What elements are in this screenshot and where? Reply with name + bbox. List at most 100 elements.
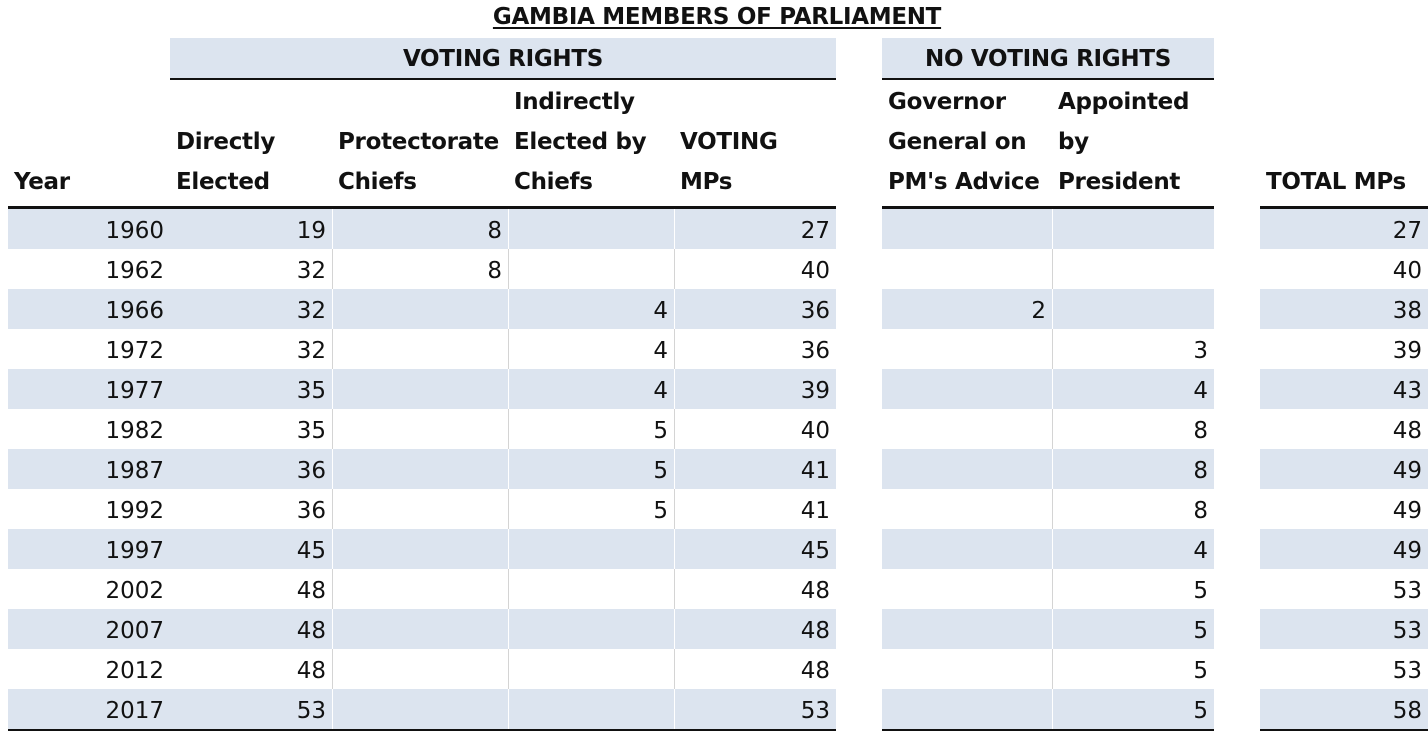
governor-general-cell (882, 409, 1052, 449)
year-cell: 1962 (105, 258, 164, 284)
indirectly-elected-cell (508, 609, 674, 649)
voting-mps-cell: 53 (674, 689, 836, 729)
directly-elected-cell: 19 (170, 209, 332, 249)
governor-general-cell: 2 (882, 289, 1052, 329)
governor-general-cell (882, 609, 1052, 649)
table-row: 1997 45 45 4 49 (0, 529, 1428, 569)
table-row: 1992 36 5 41 8 49 (0, 489, 1428, 529)
directly-elected-cell: 36 (296, 498, 326, 524)
indirectly-elected-cell: 4 (508, 329, 674, 369)
year-cell: 2007 (8, 609, 170, 649)
year-cell: 1987 (8, 449, 170, 489)
total-mps-cell: 39 (1392, 338, 1422, 364)
governor-general-cell (882, 689, 1052, 729)
total-mps-cell: 53 (1392, 578, 1422, 604)
appointed-by-president-cell: 5 (1052, 609, 1214, 649)
governor-general-cell (882, 489, 1052, 529)
voting-mps-cell: 39 (674, 369, 836, 409)
governor-general-cell (882, 249, 1052, 289)
governor-general-cell (882, 529, 1052, 569)
bottom-rule-no-voting (882, 729, 1214, 731)
table-row: 2012 48 48 5 53 (0, 649, 1428, 689)
table-row: 2007 48 48 5 53 (0, 609, 1428, 649)
year-cell: 1982 (105, 418, 164, 444)
total-mps-cell: 27 (1260, 209, 1428, 249)
directly-elected-cell: 45 (170, 529, 332, 569)
indirectly-elected-cell (508, 689, 674, 729)
year-cell: 1972 (105, 338, 164, 364)
indirectly-elected-cell: 4 (508, 289, 674, 329)
total-mps-cell: 49 (1260, 529, 1428, 569)
voting-mps-cell: 45 (674, 529, 836, 569)
voting-mps-cell: 40 (674, 409, 836, 449)
bottom-rule-total (1260, 729, 1428, 731)
table-row: 1960 19 8 27 27 (0, 209, 1428, 249)
directly-elected-cell: 35 (170, 369, 332, 409)
total-mps-cell: 53 (1260, 609, 1428, 649)
table-row: 2017 53 53 5 58 (0, 689, 1428, 729)
voting-mps-cell: 48 (674, 569, 836, 609)
appointed-by-president-cell (1052, 209, 1214, 249)
year-cell: 1966 (8, 289, 170, 329)
protectorate-chiefs-cell (332, 369, 508, 409)
appointed-by-president-cell: 8 (1052, 409, 1214, 449)
voting-mps-cell: 48 (674, 609, 836, 649)
protectorate-chiefs-cell (332, 449, 508, 489)
total-mps-cell: 43 (1260, 369, 1428, 409)
appointed-by-president-cell: 4 (1052, 369, 1214, 409)
year-cell: 2002 (105, 578, 164, 604)
header-rule-no-voting (882, 206, 1214, 209)
table-title: GAMBIA MEMBERS OF PARLIAMENT (492, 4, 942, 30)
protectorate-chiefs-cell: 8 (332, 209, 508, 249)
indirectly-elected-cell: 5 (508, 489, 674, 529)
total-mps-cell: 48 (1392, 418, 1422, 444)
voting-mps-cell: 40 (674, 249, 836, 289)
year-cell: 1992 (105, 498, 164, 524)
indirectly-elected-cell (508, 649, 674, 689)
protectorate-chiefs-cell (332, 689, 508, 729)
governor-general-cell (882, 369, 1052, 409)
appointed-by-president-cell: 8 (1052, 449, 1214, 489)
voting-mps-cell: 41 (674, 449, 836, 489)
header-rule-voting (8, 206, 836, 209)
voting-mps-cell: 48 (674, 649, 836, 689)
appointed-by-president-cell: 4 (1052, 529, 1214, 569)
indirectly-elected-cell (508, 569, 674, 609)
voting-mps-column-header: VOTING MPs (680, 129, 778, 195)
year-cell: 1960 (8, 209, 170, 249)
voting-mps-cell: 41 (674, 489, 836, 529)
protectorate-chiefs-cell (332, 649, 508, 689)
directly-elected-cell: 32 (170, 289, 332, 329)
protectorate-chiefs-column-header: Protectorate Chiefs (338, 129, 499, 195)
total-mps-cell: 40 (1392, 258, 1422, 284)
appointed-by-president-cell: 5 (1052, 689, 1214, 729)
appointed-by-president-cell: 5 (1052, 649, 1214, 689)
protectorate-chiefs-cell (332, 289, 508, 329)
directly-elected-cell: 53 (170, 689, 332, 729)
indirectly-elected-cell (508, 249, 674, 289)
indirectly-elected-cell (508, 209, 674, 249)
bottom-rule-voting (8, 729, 836, 731)
header-rule-total (1260, 206, 1428, 209)
governor-general-cell (882, 449, 1052, 489)
governor-general-cell (882, 569, 1052, 609)
governor-general-column-header: Governor General on PM's Advice (888, 89, 1040, 195)
total-mps-cell: 53 (1392, 658, 1422, 684)
directly-elected-cell: 48 (296, 658, 326, 684)
protectorate-chiefs-cell (332, 609, 508, 649)
appointed-by-president-cell: 3 (1052, 329, 1214, 369)
total-mps-column-header: TOTAL MPs (1266, 169, 1406, 195)
indirectly-elected-cell (508, 529, 674, 569)
indirectly-elected-cell: 5 (508, 409, 674, 449)
year-cell: 1977 (8, 369, 170, 409)
directly-elected-cell: 32 (296, 258, 326, 284)
year-cell: 2017 (8, 689, 170, 729)
protectorate-chiefs-cell (332, 409, 508, 449)
appointed-by-president-cell (1052, 249, 1214, 289)
appointed-by-president-cell: 8 (1052, 489, 1214, 529)
table-row: 1966 32 4 36 2 38 (0, 289, 1428, 329)
table-row: 2002 48 48 5 53 (0, 569, 1428, 609)
total-mps-cell: 58 (1260, 689, 1428, 729)
directly-elected-cell: 32 (296, 338, 326, 364)
total-mps-cell: 38 (1260, 289, 1428, 329)
